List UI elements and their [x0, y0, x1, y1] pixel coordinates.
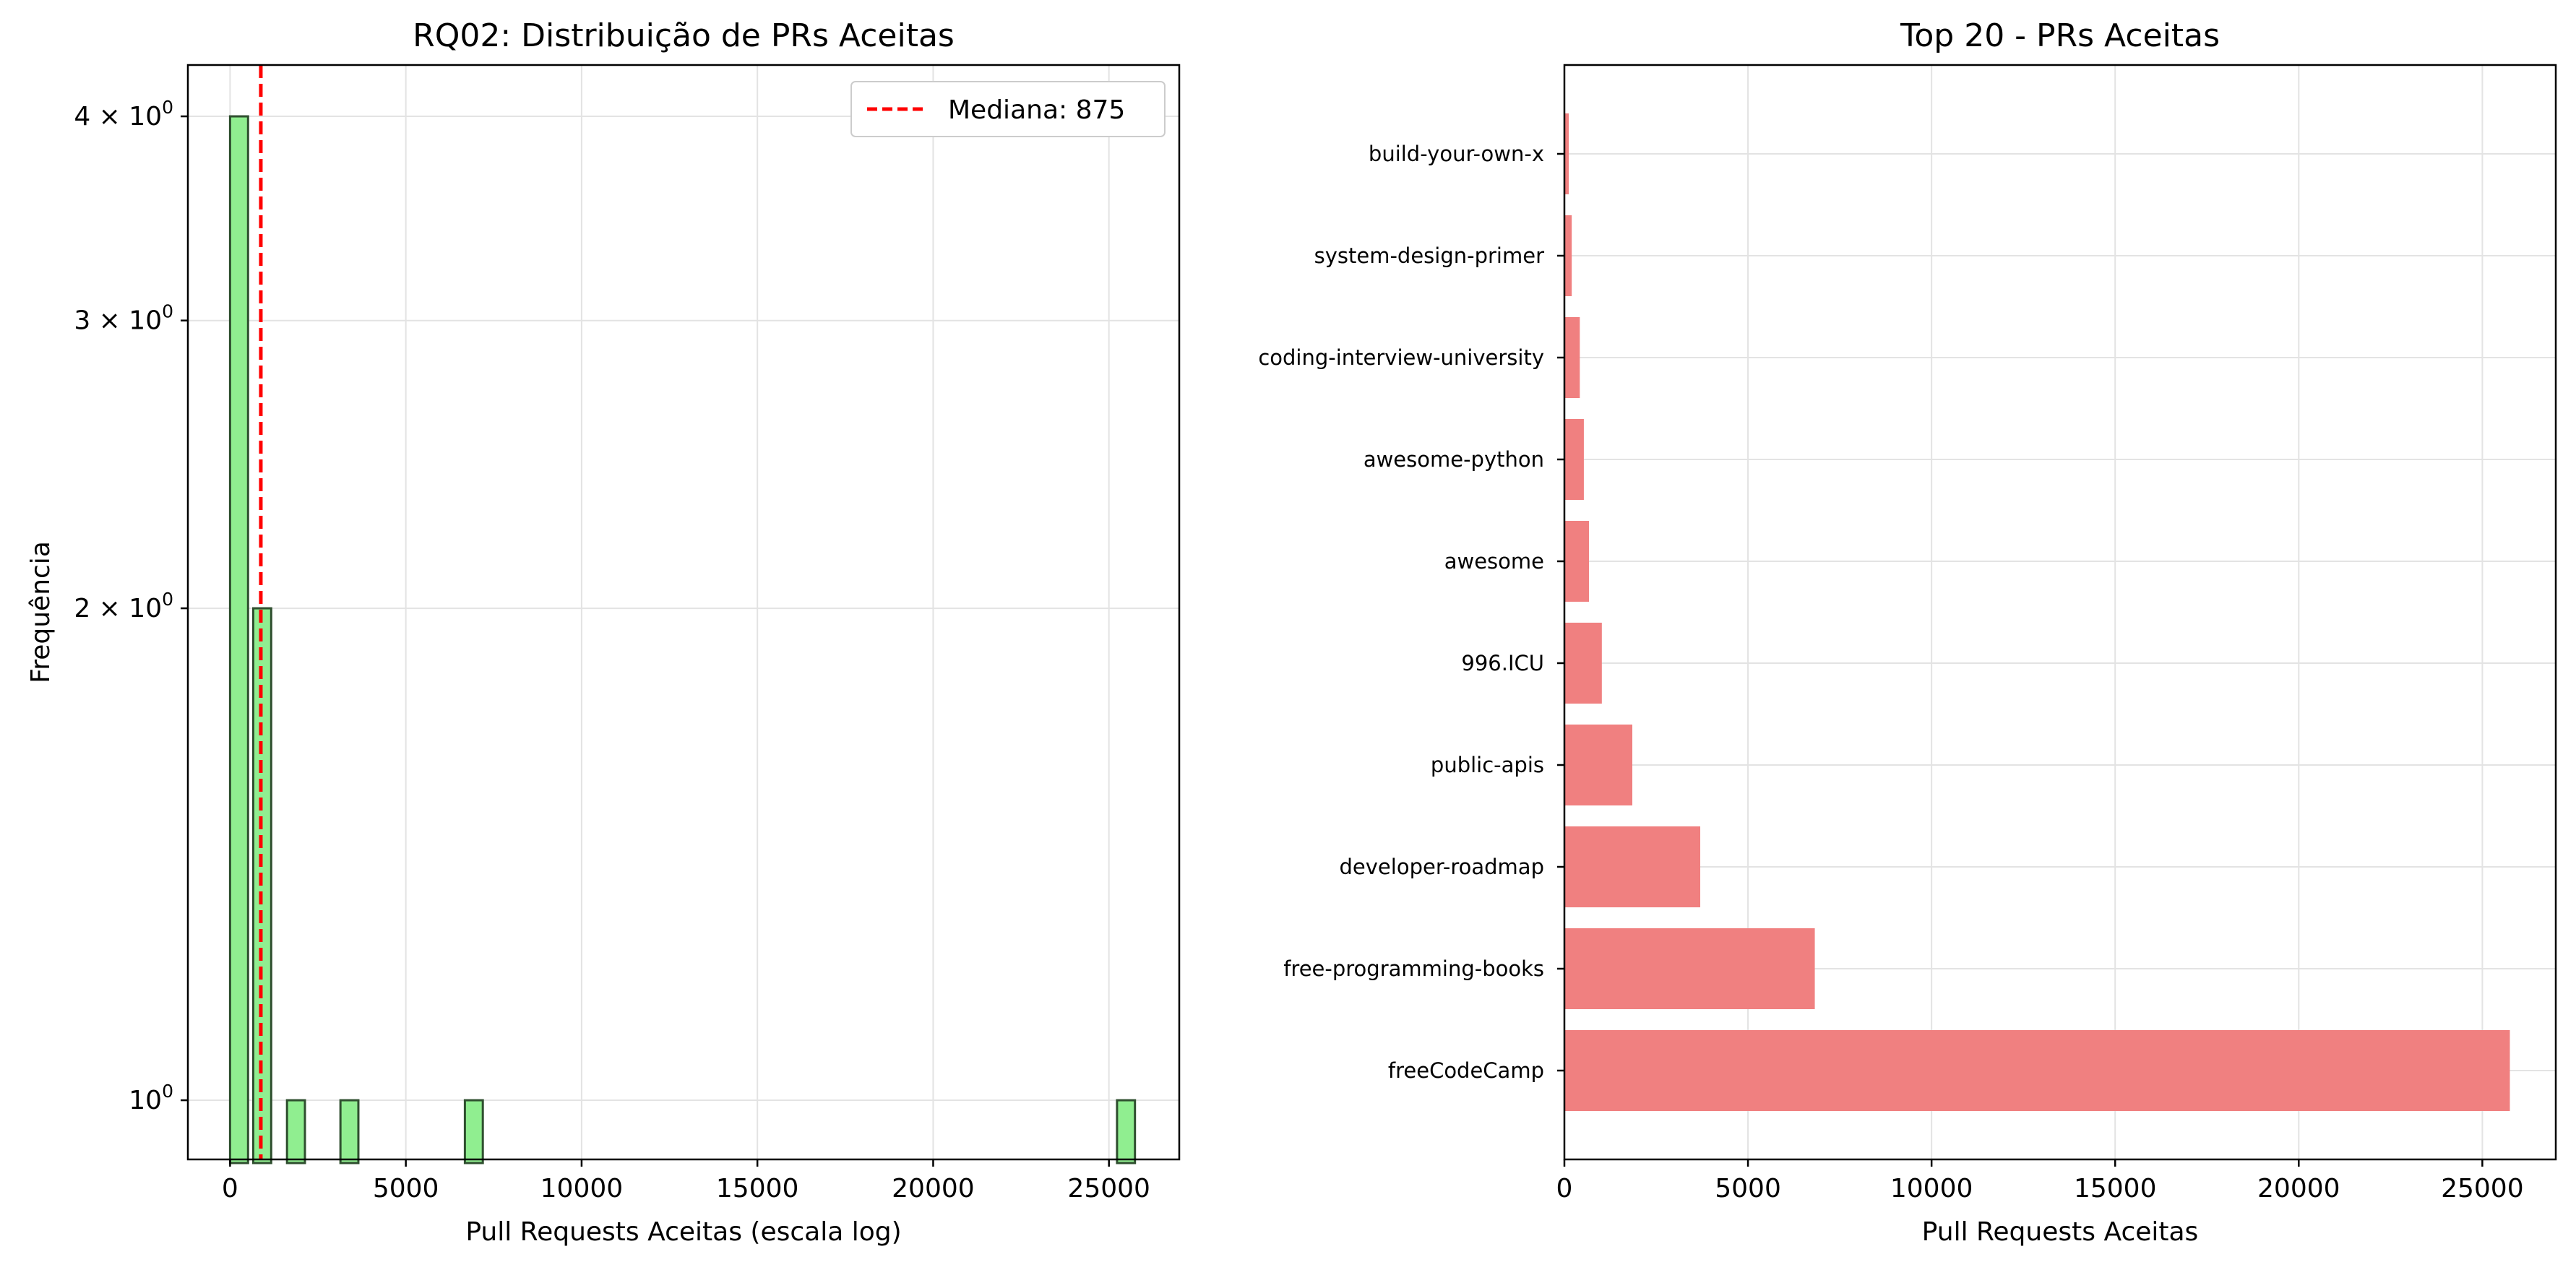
- top20-bar: [1564, 215, 1572, 296]
- y-tick-label: 3 × 100: [74, 301, 173, 336]
- histogram-panel: 0 5000 10000 15000 20000 25000 100 2 × 100 3 × …: [26, 17, 1181, 1247]
- category-label: free-programming-books: [1283, 956, 1544, 981]
- x-tick-label: 10000: [540, 1174, 624, 1203]
- histogram-y-ticks: 100 2 × 100 3 × 100 4 × 100: [74, 97, 188, 1115]
- category-label: awesome-python: [1364, 447, 1544, 472]
- category-label: public-apis: [1431, 753, 1544, 777]
- category-label: system-design-primer: [1314, 243, 1544, 268]
- y-tick-label: 4 × 100: [74, 97, 173, 131]
- top20-bar-panel: 0 5000 10000 15000 20000 25000 freeCodeCampfr…: [1258, 17, 2557, 1247]
- histogram-bar: [1116, 1099, 1137, 1164]
- category-label: 996.ICU: [1461, 651, 1544, 675]
- histogram-bar: [463, 1099, 484, 1164]
- category-label: awesome: [1444, 549, 1544, 574]
- histogram-legend: Mediana: 875: [850, 81, 1166, 137]
- histogram-bars: [228, 115, 1137, 1164]
- category-label: build-your-own-x: [1369, 142, 1544, 166]
- legend-box: [850, 81, 1166, 137]
- top20-bar: [1564, 725, 1633, 805]
- legend-median-label: Mediana: 875: [948, 95, 1125, 125]
- histogram-x-ticks: 0 5000 10000 15000 20000 25000: [222, 1159, 1150, 1203]
- category-label: freeCodeCamp: [1388, 1058, 1544, 1083]
- top20-x-ticks: 0 5000 10000 15000 20000 25000: [1556, 1159, 2524, 1203]
- top20-bar: [1564, 826, 1701, 907]
- x-tick-label: 5000: [1715, 1174, 1781, 1203]
- x-tick-label: 15000: [716, 1174, 799, 1203]
- histogram-x-axis-label: Pull Requests Aceitas (escala log): [465, 1217, 901, 1247]
- y-tick-label: 100: [129, 1081, 173, 1115]
- x-tick-label: 20000: [2257, 1174, 2340, 1203]
- top20-bar: [1564, 1030, 2510, 1111]
- x-tick-label: 5000: [373, 1174, 439, 1203]
- top20-x-axis-label: Pull Requests Aceitas: [1922, 1217, 2199, 1247]
- x-tick-label: 15000: [2074, 1174, 2157, 1203]
- x-tick-label: 0: [222, 1174, 238, 1203]
- x-tick-label: 25000: [2441, 1174, 2524, 1203]
- histogram-y-axis-label: Frequência: [26, 541, 56, 683]
- x-tick-label: 20000: [892, 1174, 975, 1203]
- top20-y-ticks: freeCodeCamp free-programming-books develo…: [1258, 142, 1564, 1083]
- x-tick-label: 10000: [1890, 1174, 1973, 1203]
- y-tick-label: 2 × 100: [74, 589, 173, 623]
- top20-title: Top 20 - PRs Aceitas: [1900, 17, 2220, 54]
- top20-bar: [1564, 419, 1584, 500]
- category-label: coding-interview-university: [1258, 345, 1544, 370]
- histogram-bar: [228, 115, 249, 1164]
- top20-bars: [1564, 113, 2510, 1111]
- top20-bar: [1564, 521, 1590, 602]
- top20-bar: [1564, 928, 1815, 1009]
- x-tick-label: 0: [1556, 1174, 1573, 1203]
- histogram-bar: [285, 1099, 306, 1164]
- top20-axes-frame: [1563, 64, 2557, 1161]
- top20-bar: [1564, 317, 1580, 398]
- histogram-title: RQ02: Distribuição de PRs Aceitas: [413, 17, 955, 54]
- top20-bar: [1564, 623, 1602, 704]
- histogram-bar: [251, 607, 272, 1164]
- histogram-axes-frame: [186, 64, 1181, 1161]
- top20-bar: [1564, 113, 1569, 194]
- x-tick-label: 25000: [1067, 1174, 1150, 1203]
- histogram-bar: [339, 1099, 360, 1164]
- category-label: developer-roadmap: [1340, 855, 1544, 879]
